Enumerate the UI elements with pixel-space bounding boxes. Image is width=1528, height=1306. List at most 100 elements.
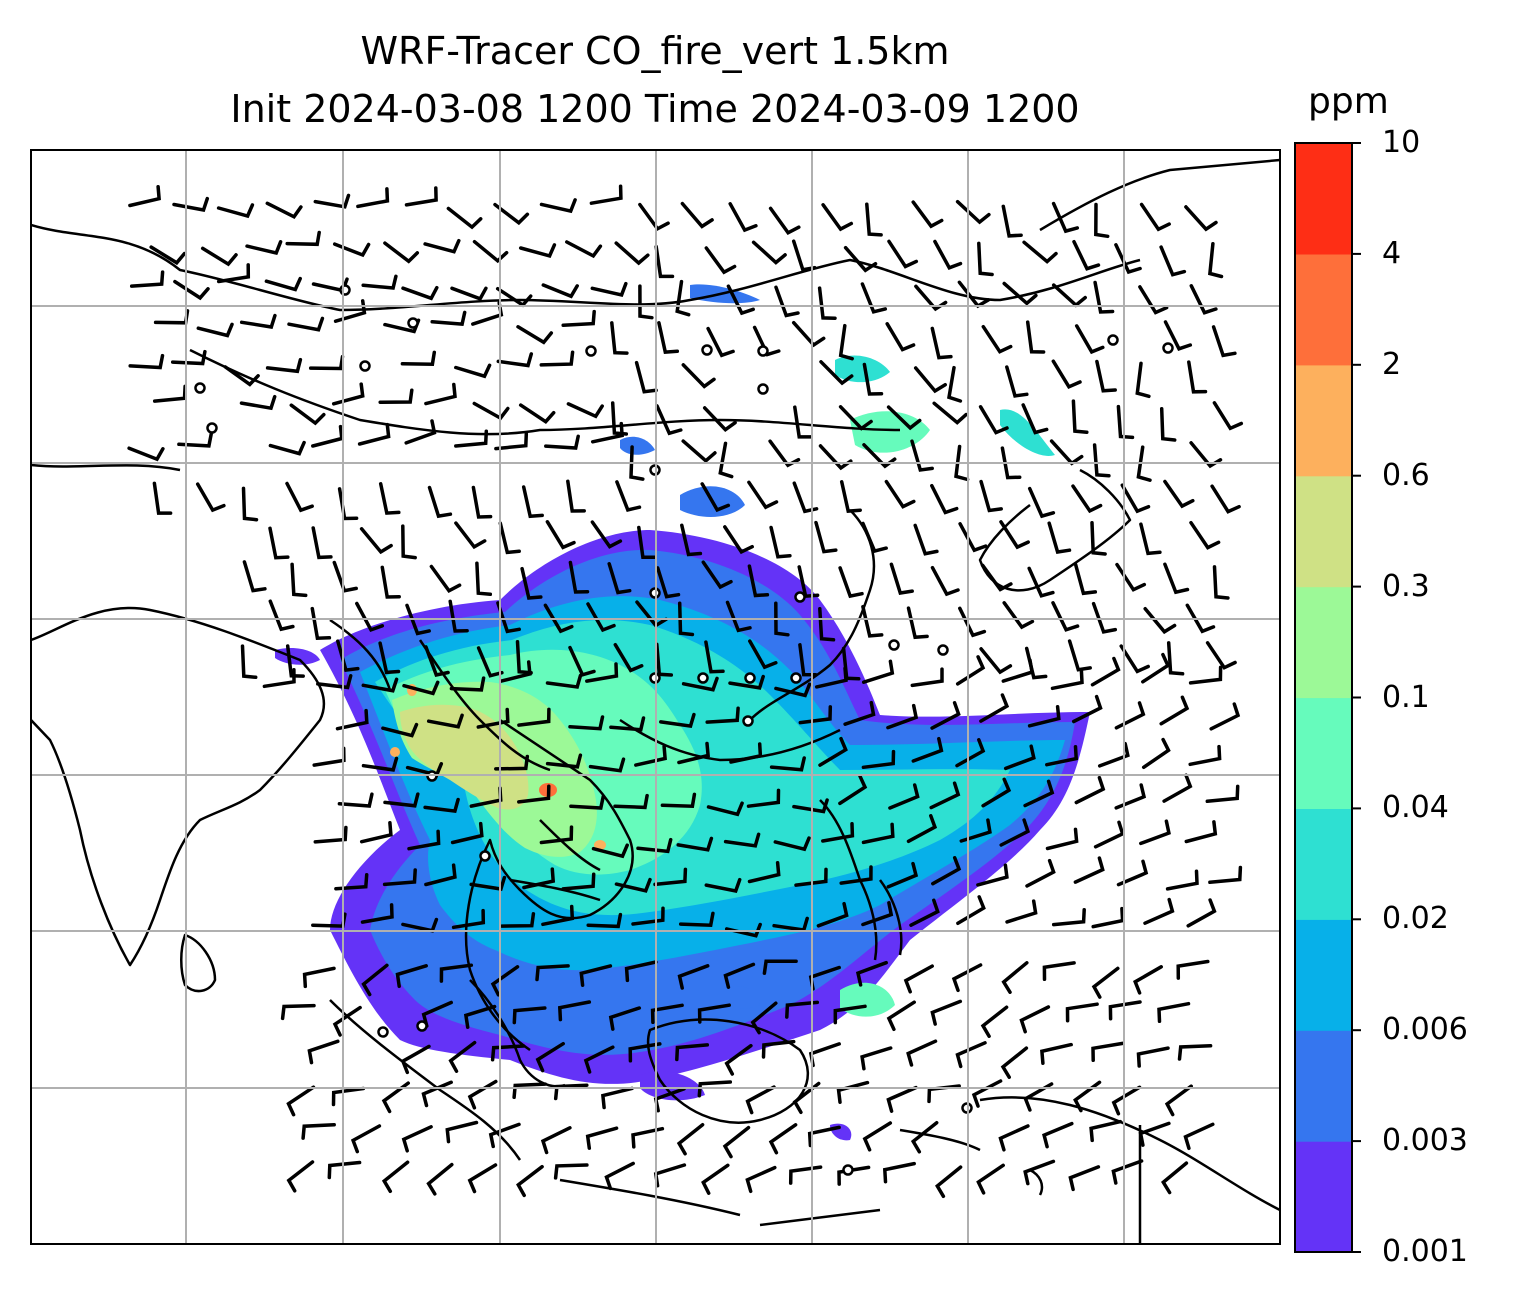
- wind-barb: [476, 707, 510, 729]
- wind-barb: [1023, 1159, 1056, 1186]
- wind-barb: [1177, 1044, 1213, 1061]
- wind-barb: [1091, 906, 1125, 929]
- wind-barb: [553, 1163, 589, 1180]
- wind-barb: [518, 243, 557, 258]
- wind-barb: [1161, 1161, 1189, 1195]
- wind-barb: [583, 1045, 615, 1074]
- wind-barb: [381, 1160, 410, 1194]
- wind-barb: [704, 246, 737, 275]
- wind-barb: [382, 868, 417, 887]
- coastline-border-2: [31, 463, 551, 772]
- wind-barb: [327, 1160, 362, 1180]
- wind-barb: [241, 486, 259, 522]
- wind-barb: [631, 906, 665, 926]
- wind-barb: [401, 285, 439, 301]
- wind-barb: [350, 1124, 382, 1154]
- wind-barb: [383, 241, 420, 264]
- wind-barb: [1108, 1000, 1142, 1021]
- wind-barb: [1187, 360, 1208, 394]
- wind-barb: [494, 754, 530, 771]
- wind-barb: [634, 360, 658, 394]
- wind-barb: [172, 196, 210, 212]
- wind-barb: [610, 321, 629, 355]
- wind-calm-marker: [888, 639, 900, 651]
- wind-barb: [264, 276, 302, 292]
- wind-barb: [285, 644, 305, 678]
- wind-barb: [654, 244, 675, 279]
- wind-barb: [1139, 202, 1171, 232]
- wind-barb: [1211, 325, 1237, 358]
- wind-barb: [540, 1126, 572, 1155]
- wind-barb: [404, 186, 438, 207]
- wind-barb: [535, 964, 570, 982]
- wind-barb: [700, 482, 731, 513]
- wind-barb: [701, 560, 733, 590]
- wind-barb: [636, 837, 673, 854]
- wind-barb: [268, 599, 295, 632]
- wind-barb: [1089, 1119, 1123, 1143]
- wind-barb: [1093, 820, 1125, 849]
- wind-barb: [1022, 240, 1058, 264]
- wind-barb: [609, 716, 646, 732]
- wind-barb: [723, 962, 756, 989]
- wind-barb: [265, 201, 303, 220]
- wind-barb: [1164, 1084, 1193, 1117]
- wind-barb: [860, 1046, 893, 1071]
- wind-barb: [1025, 858, 1056, 888]
- coastlines: [31, 158, 1280, 1244]
- wind-barb: [861, 521, 888, 554]
- wind-barb: [638, 284, 654, 320]
- wind-barb: [471, 485, 493, 519]
- wind-barb: [792, 798, 829, 814]
- wind-barb: [958, 606, 987, 638]
- wind-barb: [498, 521, 521, 555]
- wind-barb: [170, 349, 207, 366]
- wind-barb: [650, 1003, 684, 1025]
- wind-barb: [768, 1123, 798, 1155]
- wind-barb: [768, 206, 801, 236]
- wind-barb: [1165, 869, 1199, 891]
- wind-calm-marker: [742, 715, 754, 727]
- wind-calm-marker: [416, 1020, 428, 1032]
- wind-barb: [980, 1005, 1009, 1038]
- wind-barb: [624, 960, 658, 983]
- wind-barb: [515, 640, 533, 675]
- colorbar-segment: [1295, 1141, 1352, 1253]
- wind-barb: [751, 240, 787, 265]
- wind-barb: [836, 1080, 870, 1104]
- wind-barb: [601, 1086, 634, 1110]
- wind-barb: [955, 738, 986, 768]
- wind-barb: [681, 363, 716, 389]
- coastline-sumatra: [329, 999, 522, 1161]
- wind-barb: [335, 708, 369, 731]
- wind-barb: [1157, 1001, 1191, 1024]
- wind-barb: [885, 322, 916, 352]
- wind-barb: [718, 441, 734, 479]
- colorbar-tick-label: 2: [1382, 346, 1402, 382]
- wind-barb: [1091, 1041, 1125, 1063]
- wind-barb: [512, 1082, 547, 1100]
- wind-barb: [837, 1165, 871, 1186]
- wind-barb: [884, 479, 916, 509]
- wind-barb: [1136, 445, 1152, 482]
- wind-calm-marker: [407, 317, 419, 329]
- wind-barb: [1163, 320, 1193, 351]
- wind-barb: [704, 877, 742, 894]
- coastline-malay-peninsula: [469, 979, 566, 1088]
- wind-calm-marker: [377, 1026, 389, 1038]
- wind-barb: [448, 599, 469, 633]
- wind-calm-marker: [194, 382, 206, 394]
- wind-barb: [1092, 443, 1111, 478]
- wind-barb: [223, 365, 260, 387]
- wind-barb: [676, 1122, 705, 1156]
- wind-barb: [1095, 359, 1117, 393]
- wind-barb: [290, 562, 308, 598]
- wind-barb: [268, 440, 306, 456]
- wind-barb: [152, 384, 187, 403]
- wind-barb: [356, 187, 390, 209]
- wind-barb: [561, 309, 596, 328]
- wind-barb: [947, 365, 963, 403]
- wind-barb: [791, 239, 817, 272]
- wind-barb: [930, 999, 963, 1026]
- wind-barb: [242, 560, 267, 593]
